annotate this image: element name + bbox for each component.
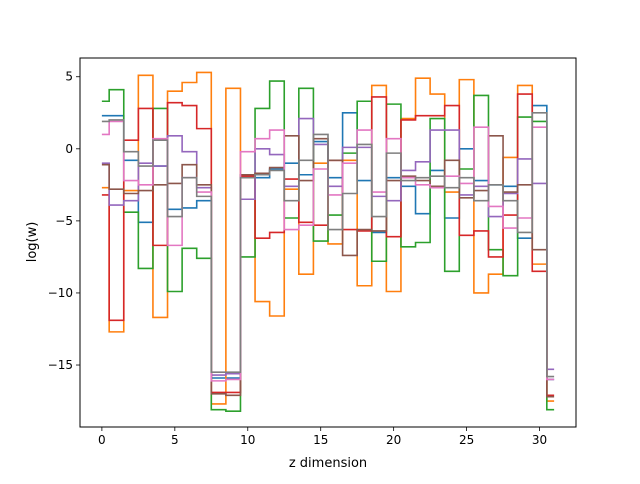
series-line-5: [101, 117, 555, 376]
x-axis-ticks: 0 5 10 15 20 25 30: [98, 427, 547, 447]
x-tick-label: 25: [459, 433, 474, 447]
x-tick-label: 10: [240, 433, 255, 447]
y-tick-label: 5: [65, 70, 73, 84]
y-tick-label: −5: [55, 214, 73, 228]
x-axis-label: z dimension: [289, 456, 367, 471]
x-tick-label: 0: [98, 433, 106, 447]
series-line-8: [101, 111, 555, 378]
y-tick-label: −15: [48, 358, 73, 372]
plot-frame: [79, 57, 577, 428]
y-axis-label: log(w): [25, 222, 40, 263]
x-tick-label: 15: [313, 433, 328, 447]
x-tick-label: 30: [532, 433, 547, 447]
x-tick-label: 5: [171, 433, 179, 447]
y-axis-ticks: 5 0 −5 −10 −15: [48, 70, 80, 372]
series-layer: [101, 71, 555, 412]
y-tick-label: −10: [48, 286, 73, 300]
x-tick-label: 20: [386, 433, 401, 447]
y-tick-label: 0: [65, 142, 73, 156]
